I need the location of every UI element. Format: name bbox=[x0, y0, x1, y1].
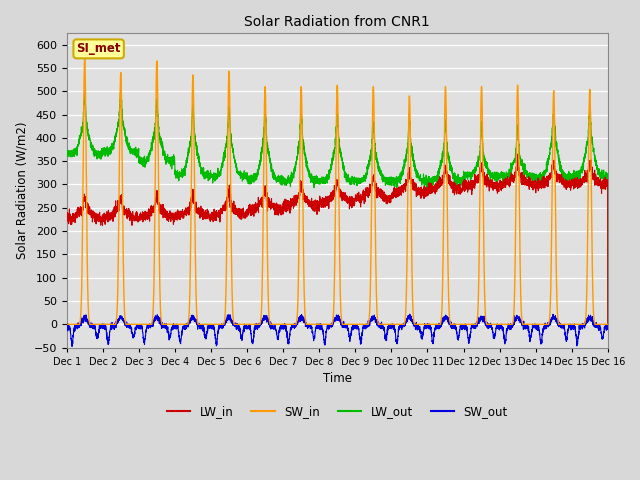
Legend: LW_in, SW_in, LW_out, SW_out: LW_in, SW_in, LW_out, SW_out bbox=[162, 401, 513, 423]
Y-axis label: Solar Radiation (W/m2): Solar Radiation (W/m2) bbox=[15, 121, 28, 259]
Title: Solar Radiation from CNR1: Solar Radiation from CNR1 bbox=[244, 15, 430, 29]
X-axis label: Time: Time bbox=[323, 372, 352, 385]
Text: SI_met: SI_met bbox=[76, 42, 121, 55]
